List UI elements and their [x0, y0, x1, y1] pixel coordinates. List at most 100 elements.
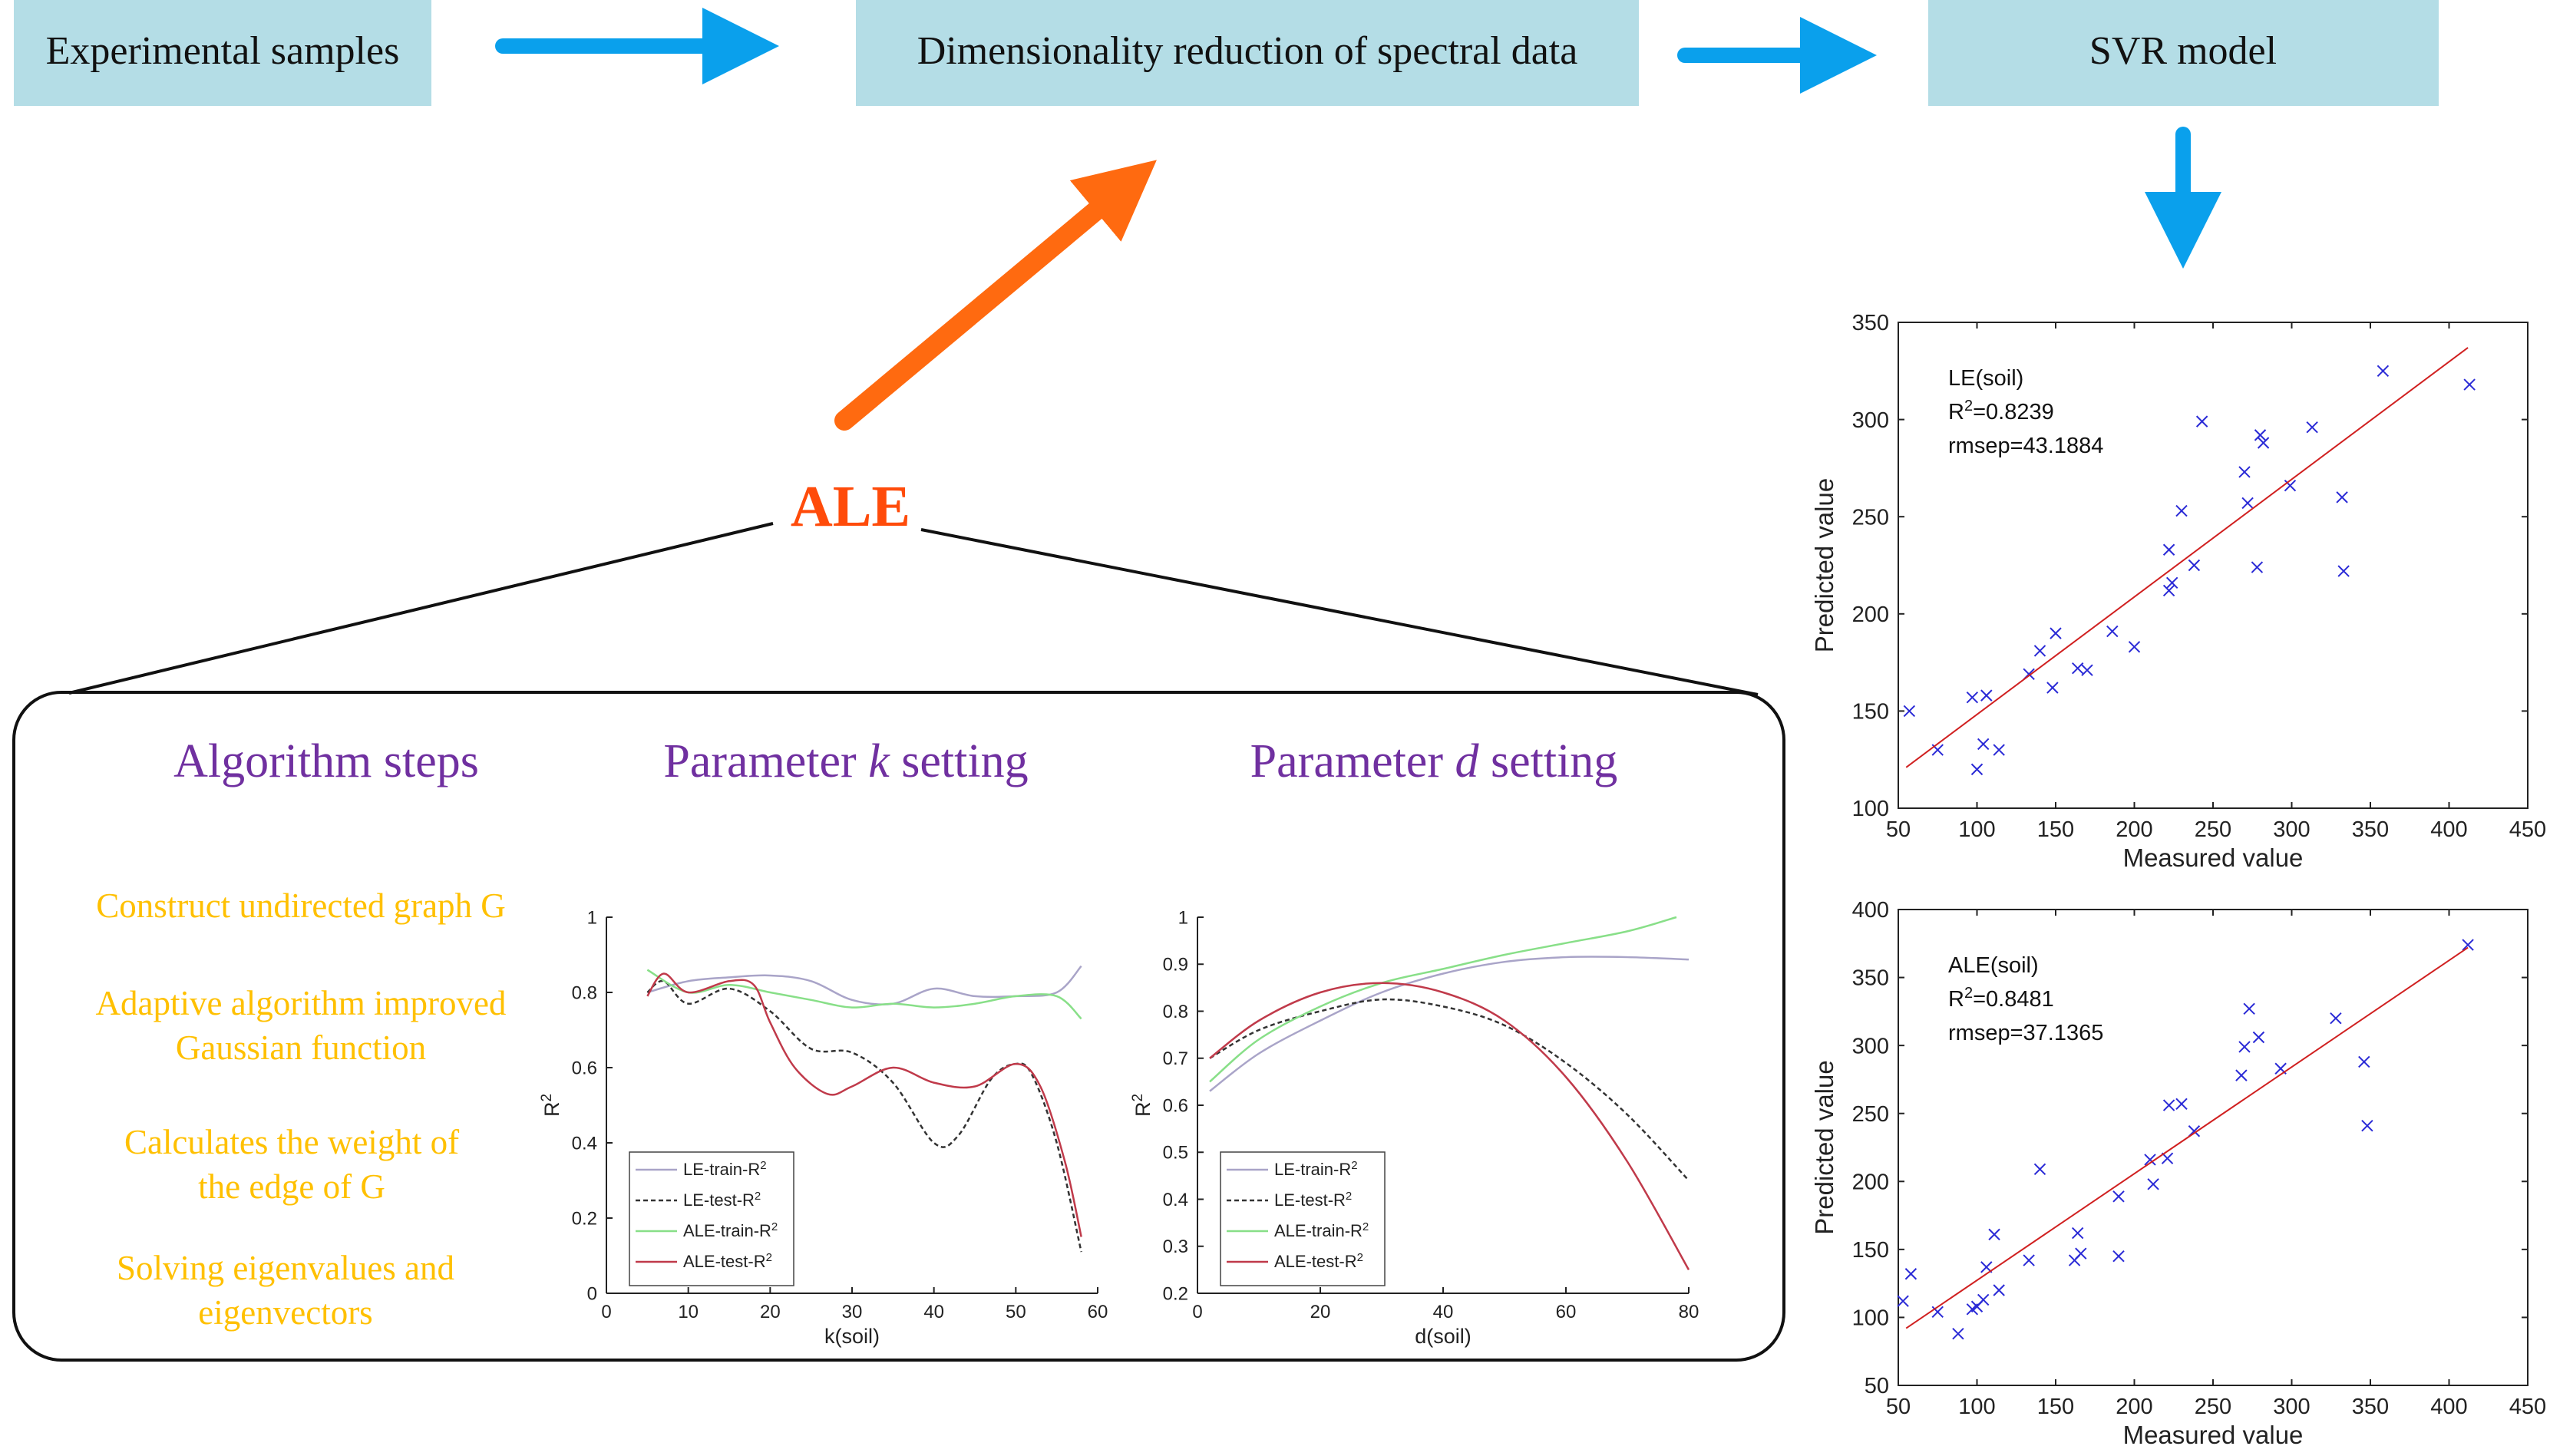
y-tick-label: 150	[1852, 1238, 1889, 1263]
data-point-30	[2358, 1055, 2370, 1068]
y-axis-label: R2	[539, 1094, 564, 1117]
step-3-line-2: the edge of G	[198, 1167, 385, 1206]
data-point-28	[2306, 421, 2318, 434]
superscript: 2	[755, 1190, 761, 1203]
flow-step-svr-model-label: SVR model	[2089, 29, 2277, 73]
y-axis-label: R2	[1130, 1094, 1155, 1117]
x-tick-label: 100	[1958, 817, 1995, 842]
y-tick-label: 0.6	[572, 1058, 597, 1078]
x-tick-label: 400	[2430, 817, 2467, 842]
legend-label-3: ALE-train-R2	[1274, 1220, 1369, 1241]
x-tick-label: 350	[2352, 1395, 2389, 1419]
y-tick-label: 1	[1178, 907, 1188, 928]
x-tick-label: 0	[1192, 1302, 1202, 1322]
x-axis-label: Measured value	[2123, 844, 2304, 872]
step-4-line-1: Solving eigenvalues and	[117, 1249, 454, 1287]
step-1: Construct undirected graph G	[96, 886, 506, 925]
data-point-3	[1966, 691, 1979, 704]
y-tick-label: 300	[1852, 408, 1889, 433]
legend-label-4: ALE-test-R2	[683, 1251, 772, 1272]
method-label: ALE	[791, 474, 910, 539]
x-tick-label: 300	[2273, 817, 2310, 842]
series-line-4	[1209, 982, 1690, 1270]
data-point-32	[2463, 378, 2476, 391]
data-point-19	[2175, 504, 2188, 517]
legend-box	[1220, 1151, 1386, 1286]
y-tick-label: 150	[1852, 700, 1889, 725]
data-point-9	[2033, 645, 2046, 657]
data-point-2	[1904, 1268, 1917, 1280]
flow-step-experimental-samples-label: Experimental samples	[46, 29, 400, 73]
superscript: 2	[1130, 1094, 1146, 1102]
parameter-k-title-var: k	[868, 735, 890, 787]
x-tick-label: 150	[2037, 817, 2074, 842]
annotation-line-2: R2=0.8239	[1948, 398, 2054, 424]
data-point-11	[2050, 627, 2062, 639]
legend-box	[629, 1151, 794, 1286]
data-point-26	[2243, 1002, 2255, 1015]
data-point-11	[2023, 1254, 2035, 1266]
fit-line	[1905, 347, 2469, 768]
data-point-12	[2033, 1163, 2046, 1176]
y-tick-label: 0.3	[1163, 1236, 1188, 1257]
parameter-d-title: Parameter d setting	[1250, 735, 1618, 787]
data-point-19	[2147, 1178, 2159, 1190]
data-point-18	[2144, 1154, 2156, 1166]
x-tick-label: 450	[2509, 1395, 2546, 1419]
data-point-10	[1993, 1284, 2005, 1296]
step-3-line-1: Calculates the weight of	[124, 1123, 459, 1161]
flow-step-experimental-samples: Experimental samples	[14, 0, 431, 106]
data-point-27	[2252, 1031, 2265, 1044]
y-tick-label: 200	[1852, 1170, 1889, 1194]
series-line-1	[647, 965, 1082, 1005]
legend-label-4: ALE-test-R2	[1274, 1251, 1363, 1272]
series-line-4	[646, 972, 1082, 1237]
x-tick-label: 0	[601, 1302, 611, 1322]
step-2-line-1: Adaptive algorithm improved	[96, 984, 507, 1022]
x-tick-label: 30	[842, 1302, 863, 1322]
chart-ale-soil: 50 100 150 200 250 300 350 400 450 50 100 150 200 250…	[1810, 898, 2546, 1449]
superscript: 2	[1351, 1159, 1357, 1172]
plot-frame	[1898, 322, 2529, 809]
data-point-15	[2075, 1247, 2087, 1260]
x-tick-label: 300	[2273, 1395, 2310, 1419]
x-tick-label: 100	[1958, 1395, 1995, 1419]
fit-line	[1905, 946, 2469, 1329]
x-tick-label: 200	[2116, 1395, 2152, 1419]
data-point-7	[1977, 1293, 1990, 1306]
zoom-line-left	[68, 522, 774, 695]
data-point-23	[2241, 497, 2254, 510]
x-axis-label: d(soil)	[1415, 1325, 1472, 1348]
x-tick-label: 50	[1006, 1302, 1026, 1322]
parameter-k-title-prefix: Parameter	[663, 735, 868, 787]
data-point-25	[2254, 429, 2267, 441]
y-tick-label: 0.6	[1163, 1095, 1188, 1116]
x-tick-label: 40	[1433, 1302, 1454, 1322]
y-tick-label: 0.4	[572, 1133, 597, 1154]
data-point-14	[2071, 1227, 2084, 1240]
y-tick-label: 50	[1865, 1374, 1889, 1398]
legend-label-2: LE-test-R2	[683, 1190, 761, 1210]
parameter-k-title-suffix: setting	[890, 735, 1029, 787]
series-line-3	[646, 969, 1082, 1020]
parameter-d-title-prefix: Parameter	[1250, 735, 1455, 787]
legend-label-2: LE-test-R2	[1274, 1190, 1352, 1210]
x-tick-label: 200	[2116, 817, 2152, 842]
x-tick-label: 20	[760, 1302, 781, 1322]
y-tick-label: 350	[1852, 966, 1889, 991]
y-tick-label: 0.4	[1163, 1190, 1188, 1210]
arrow-up-right-icon	[834, 160, 1157, 431]
data-point-9	[1988, 1228, 2000, 1241]
x-tick-label: 60	[1088, 1302, 1108, 1322]
algorithm-steps-list: Construct undirected graph G Adaptive al…	[96, 886, 507, 1332]
data-point-6	[1980, 689, 1993, 702]
x-tick-label: 80	[1679, 1302, 1699, 1322]
data-point-4	[1952, 1327, 1964, 1340]
data-point-21	[2195, 415, 2208, 428]
data-point-17	[2162, 543, 2175, 556]
data-point-25	[2238, 1041, 2251, 1053]
data-point-24	[2251, 561, 2264, 573]
data-point-32	[2462, 939, 2474, 951]
x-tick-label: 350	[2352, 817, 2389, 842]
superscript: 2	[760, 1159, 766, 1172]
